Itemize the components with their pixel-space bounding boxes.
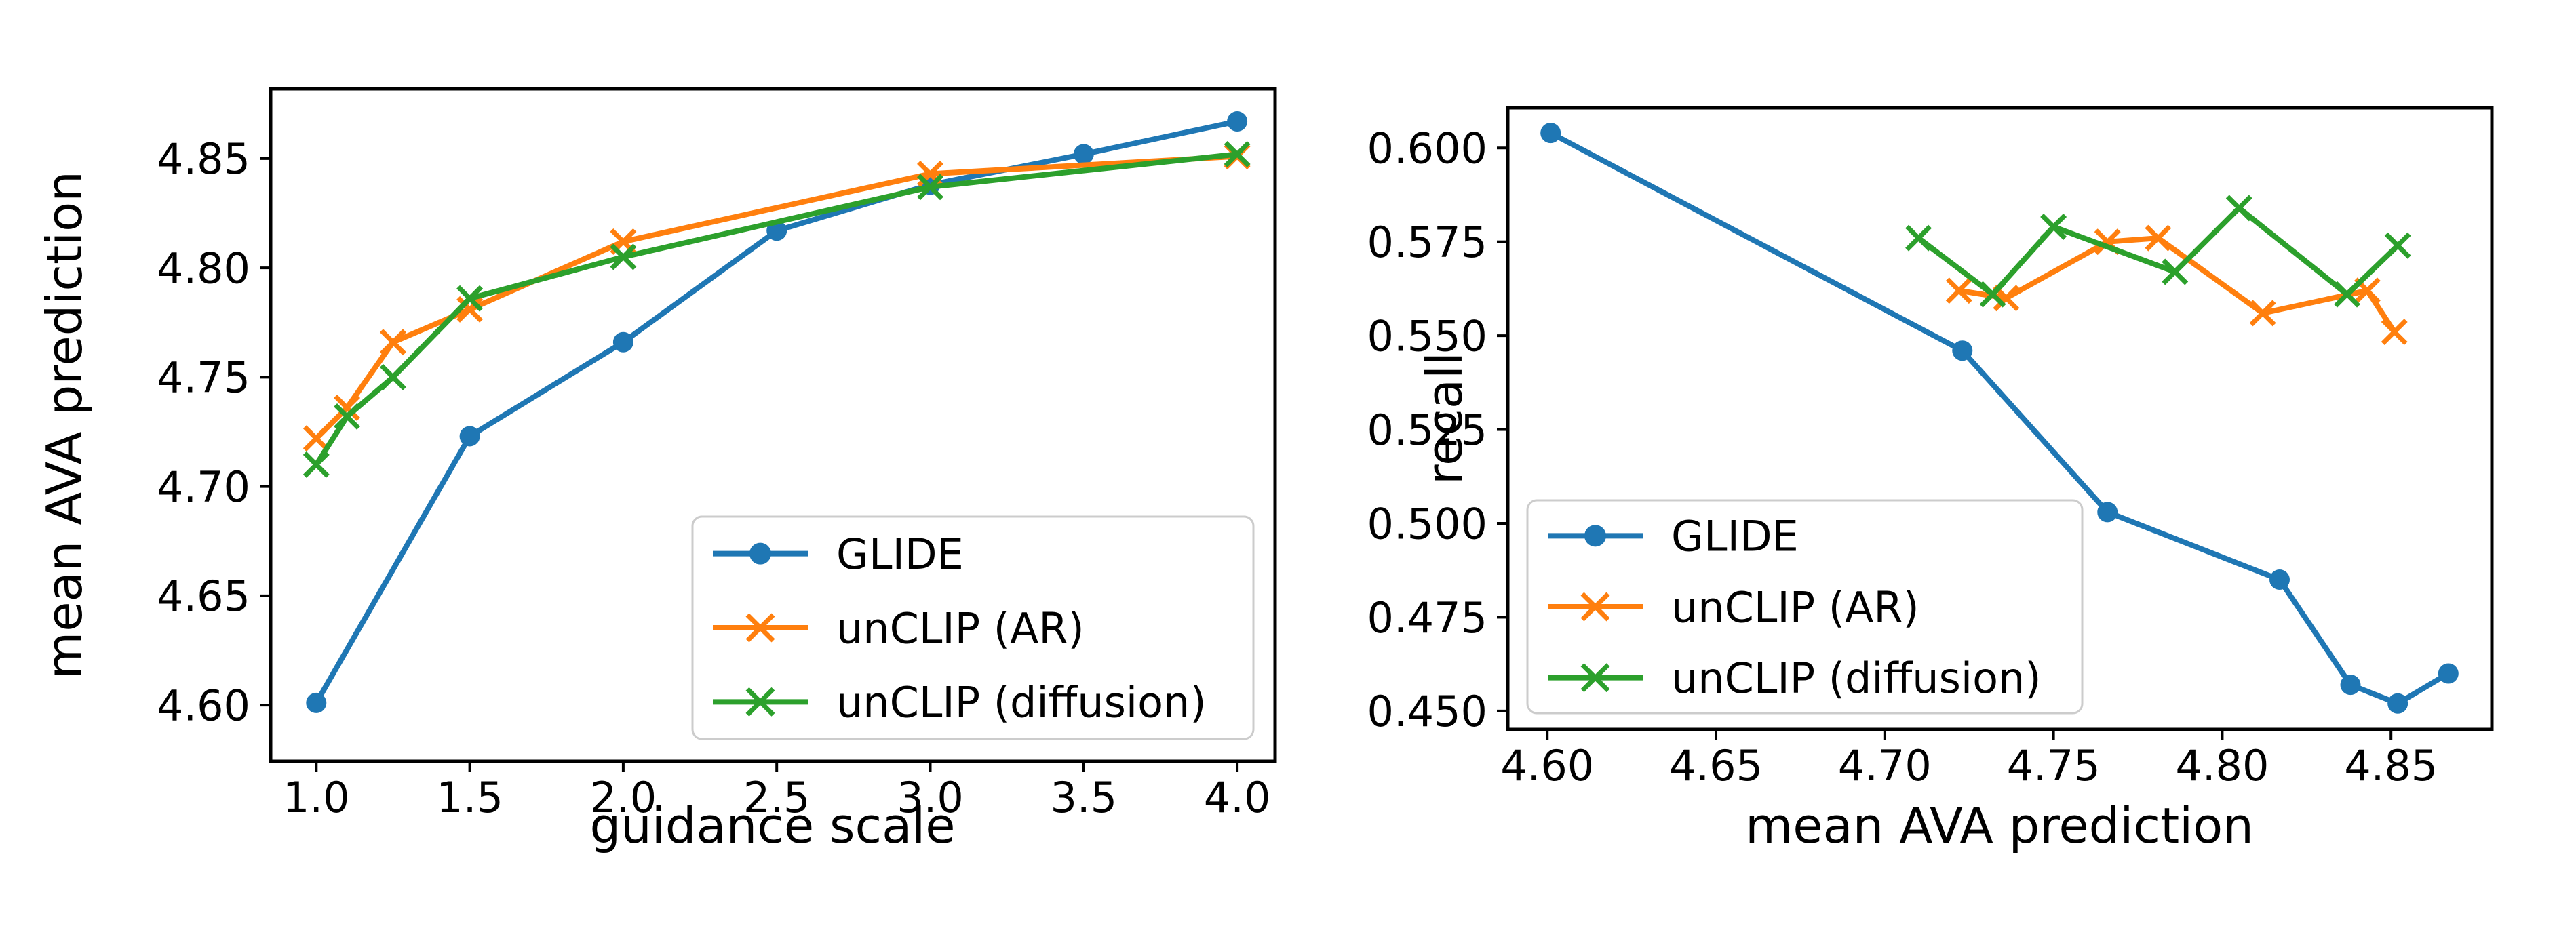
axes-frame [269, 87, 1277, 763]
data-point-unCLIP (AR) [379, 329, 406, 356]
data-point-unCLIP (diffusion) [2334, 281, 2361, 308]
legend-marker-x [1580, 663, 1610, 693]
data-point-GLIDE [1227, 111, 1248, 132]
data-point-GLIDE [2387, 693, 2408, 714]
legend: GLIDE unCLIP (AR) unCLIP (diffusion) [691, 515, 1255, 740]
data-point-unCLIP (diffusion) [303, 451, 330, 478]
data-point-unCLIP (diffusion) [2225, 195, 2252, 222]
x-tick-label: 4.80 [2175, 741, 2269, 790]
data-point-GLIDE [2340, 675, 2361, 696]
right-yaxis-title: recall [1416, 351, 1473, 485]
x-tick-label: 4.65 [1669, 741, 1763, 790]
data-point-unCLIP (AR) [2249, 300, 2276, 327]
right-panel: 4.60 4.65 4.70 4.75 4.80 4.85 0.450 0.475 0.500 0… [1367, 106, 2494, 790]
legend: GLIDE unCLIP (AR) unCLIP (diffusion) [1526, 499, 2084, 715]
x-tick-label: 4.85 [2344, 741, 2438, 790]
data-point-unCLIP (AR) [303, 425, 330, 452]
legend-marker-x [745, 613, 775, 643]
data-point-unCLIP (diffusion) [1905, 224, 1932, 252]
data-point-GLIDE [1540, 123, 1561, 144]
data-point-GLIDE [2438, 663, 2459, 684]
legend-box [691, 515, 1255, 740]
data-point-unCLIP (diffusion) [456, 285, 484, 312]
legend-marker-x [745, 687, 775, 717]
y-tick-label: 0.575 [1367, 218, 1488, 267]
y-tick-label: 4.65 [157, 571, 250, 621]
x-tick-label: 1.0 [283, 773, 350, 822]
data-point-unCLIP (diffusion) [2040, 214, 2067, 241]
legend-marker-x [1580, 592, 1610, 622]
data-point-unCLIP (diffusion) [379, 363, 406, 390]
x-tick-label: 4.0 [1204, 773, 1271, 822]
x-tick-label: 4.60 [1500, 741, 1594, 790]
data-point-unCLIP (AR) [2381, 319, 2408, 346]
data-point-unCLIP (diffusion) [917, 174, 943, 201]
x-tick-label: 1.5 [436, 773, 503, 822]
data-point-unCLIP (diffusion) [1224, 140, 1251, 167]
y-tick-label: 4.70 [157, 462, 250, 512]
y-tick-label: 4.75 [157, 353, 250, 403]
legend-label: unCLIP (AR) [1671, 582, 1919, 632]
data-point-unCLIP (AR) [456, 296, 484, 323]
series-line-unCLIP (AR) [1956, 235, 2398, 335]
axes-frame [1506, 106, 2494, 731]
y-tick-label: 0.475 [1367, 593, 1488, 643]
x-tick-label: 4.75 [2007, 741, 2101, 790]
legend-marker-circle [1584, 525, 1606, 547]
right-xaxis-title: mean AVA prediction [1745, 797, 2254, 854]
data-point-GLIDE [612, 331, 633, 353]
data-point-GLIDE [306, 692, 327, 713]
data-point-GLIDE [2269, 569, 2290, 590]
legend-label: unCLIP (diffusion) [1671, 654, 2042, 703]
y-tick-label: 4.60 [157, 681, 250, 730]
data-point-GLIDE [1952, 340, 1973, 361]
data-point-unCLIP (diffusion) [610, 243, 637, 270]
legend-label: unCLIP (diffusion) [836, 678, 1207, 727]
data-point-unCLIP (AR) [334, 395, 361, 421]
x-tick-label: 3.0 [897, 773, 964, 822]
x-tick-label: 2.0 [590, 773, 657, 822]
legend-box [1526, 499, 2084, 715]
data-point-GLIDE [2097, 502, 2118, 523]
x-tick-label: 4.70 [1838, 741, 1932, 790]
left-xaxis-title: guidance scale [589, 797, 956, 854]
y-tick-label: 0.450 [1367, 687, 1488, 736]
series-line-unCLIP (diffusion) [1915, 205, 2401, 298]
data-point-unCLIP (diffusion) [334, 403, 361, 430]
left-yaxis-title: mean AVA prediction [36, 171, 93, 679]
series-line-unCLIP (AR) [313, 153, 1241, 441]
y-tick-label: 4.80 [157, 243, 250, 293]
data-point-unCLIP (AR) [2145, 224, 2172, 252]
x-tick-label: 2.5 [743, 773, 811, 822]
y-tick-label: 0.525 [1367, 405, 1488, 455]
y-tick-label: 4.85 [157, 134, 250, 184]
data-point-unCLIP (diffusion) [2384, 232, 2411, 259]
data-point-unCLIP (AR) [1945, 277, 1972, 304]
data-point-unCLIP (diffusion) [1979, 281, 2006, 308]
legend-label: GLIDE [1671, 512, 1799, 561]
data-point-GLIDE [1073, 144, 1094, 165]
legend-marker-circle [749, 542, 771, 565]
y-tick-label: 0.500 [1367, 499, 1488, 548]
legend-label: unCLIP (AR) [836, 603, 1085, 653]
data-point-GLIDE [459, 426, 480, 447]
legend-label: GLIDE [836, 529, 964, 579]
data-point-unCLIP (diffusion) [2162, 258, 2189, 285]
y-tick-label: 0.550 [1367, 311, 1488, 361]
x-tick-label: 3.5 [1050, 773, 1117, 822]
y-tick-label: 0.600 [1367, 124, 1488, 174]
series-line-unCLIP (diffusion) [313, 151, 1241, 468]
left-panel: 1.0 1.5 2.0 2.5 3.0 3.5 4.0 4.60 4.65 4.70 4.75 4.8… [157, 87, 1277, 822]
